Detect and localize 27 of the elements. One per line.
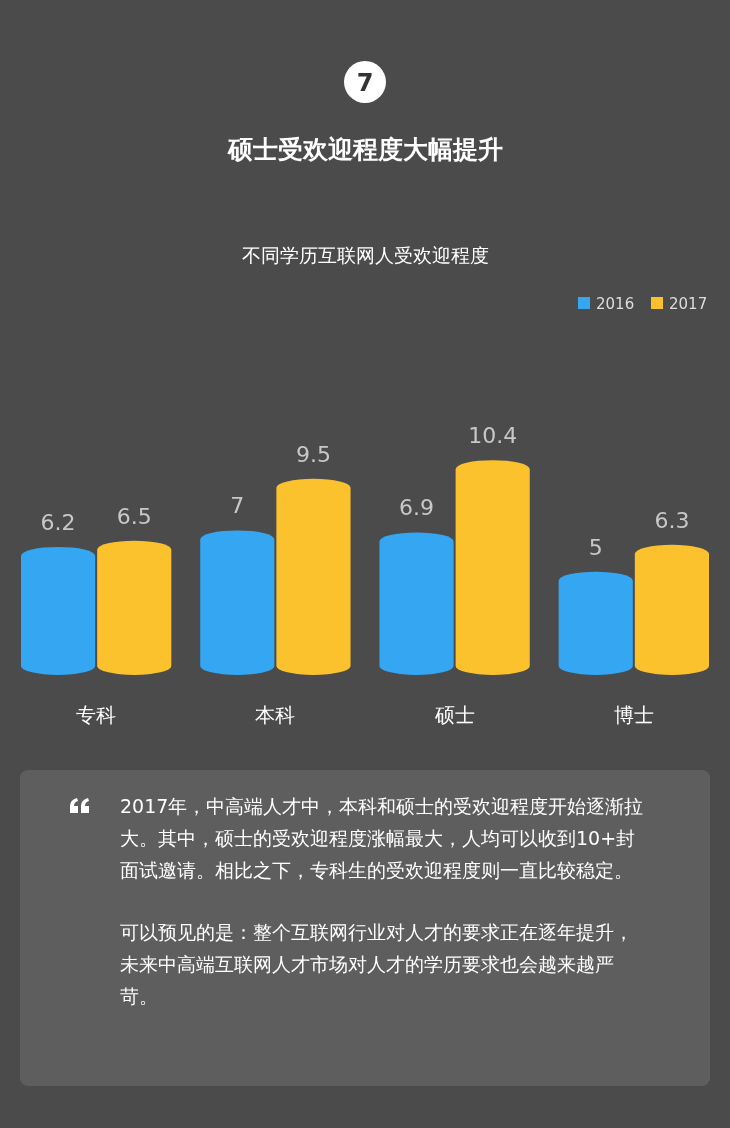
- bar: [200, 530, 275, 675]
- bar: [558, 571, 633, 675]
- data-label: 6.3: [654, 507, 690, 533]
- chart-title: 硕士受欢迎程度大幅提升: [226, 135, 503, 164]
- x-tick-label: 本科: [255, 703, 296, 727]
- bar: [455, 460, 530, 675]
- bar: [21, 546, 96, 675]
- x-tick-label: 硕士: [433, 703, 475, 727]
- legend-label: 2017: [669, 295, 708, 313]
- data-label: 7: [230, 493, 245, 519]
- text: 可以预见的是：整个互联网行业对人才的要求正在逐年提升，未来中高端互联网人才市场对人才的学历要求也会越来越严苛。: [120, 920, 634, 1009]
- x-tick-label: 专科: [76, 703, 117, 727]
- chart-subtitle: 不同学历互联网人受欢迎程度: [241, 244, 489, 266]
- text: 7: [356, 69, 374, 97]
- data-label: 10.4: [468, 423, 518, 449]
- text: 2017年，中高端人才中，本科和硕士的受欢迎程度开始逐渐拉大。其中，硕士的受欢迎程度涨幅最大，人均可以收到10+封面试邀请。相比之下，专科生的受欢迎程度则一直比较稳定。: [120, 794, 645, 883]
- data-label: 6.2: [40, 509, 76, 535]
- data-label: 6.5: [116, 503, 152, 529]
- bar: [97, 540, 172, 675]
- x-tick-label: 博士: [613, 703, 654, 727]
- bar: [379, 532, 454, 675]
- data-label: 6.9: [399, 495, 435, 521]
- legend-label: 2016: [596, 295, 635, 313]
- bar: [634, 544, 709, 675]
- bar: [276, 478, 351, 675]
- data-label: 9.5: [295, 441, 331, 467]
- data-label: 5: [588, 534, 603, 560]
